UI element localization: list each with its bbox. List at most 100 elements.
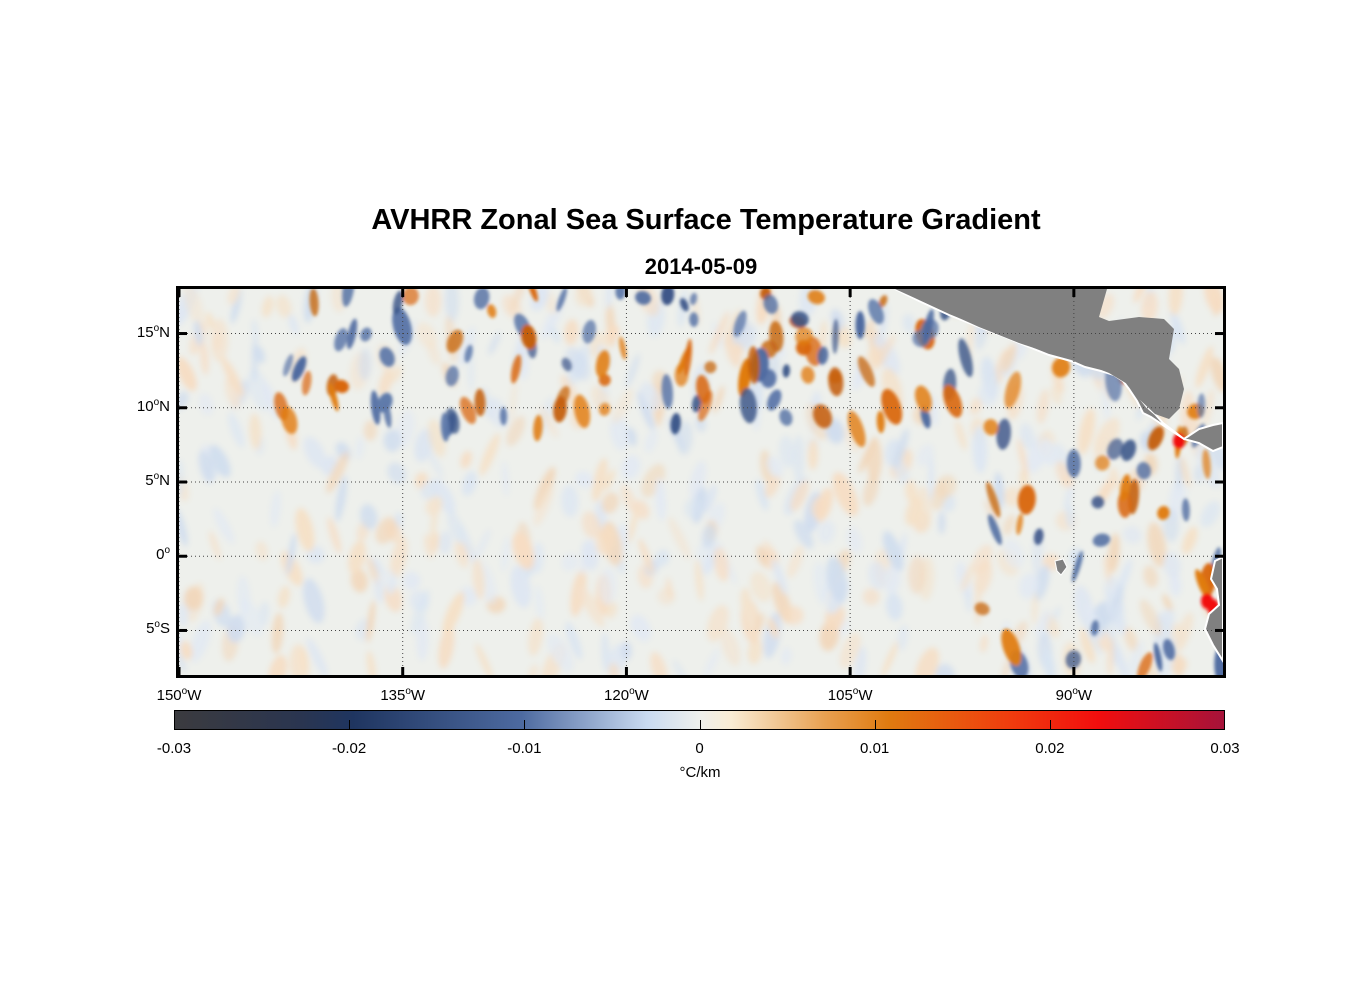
gradient-feature [1181,498,1190,522]
gradient-feature [402,289,419,306]
gradient-cell [402,571,421,590]
gradient-cell [644,429,658,453]
latitude-label: 10oN [136,396,170,415]
gradient-cell [270,490,281,528]
gradient-cell [766,456,784,478]
gradient-feature [392,307,413,346]
gradient-feature [1092,533,1111,547]
longitude-label: 105oW [827,686,873,704]
gradient-cell [931,480,948,511]
gradient-cell [506,416,526,447]
gradient-feature [582,319,597,344]
gradient-cell [253,345,266,364]
gradient-feature [698,390,713,422]
gradient-cell [905,497,923,526]
gradient-cell [472,558,485,600]
gradient-cell [366,650,377,675]
gradient-cell [1017,438,1029,478]
gradient-cell [383,429,402,452]
gradient-cell [228,412,245,448]
gradient-cell [704,484,717,513]
gradient-cell [1055,461,1074,489]
gradient-feature [573,394,591,429]
latitude-label: 5oN [145,471,170,489]
gradient-cell [221,357,244,397]
gradient-cell [205,312,215,329]
map-date-subtitle: 2014-05-09 [644,254,758,279]
gradient-feature [1016,513,1024,535]
gradient-cell [371,557,384,576]
gradient-feature [920,406,931,429]
gradient-cell [980,634,988,653]
gradient-cell [1147,522,1167,567]
gradient-cell [720,628,741,666]
gradient-feature [1153,642,1163,672]
gradient-cell [969,397,983,415]
gradient-cell [431,532,440,552]
gradient-feature [553,396,568,423]
gradient-cell [839,632,861,669]
latitude-label: 5oS [146,619,170,638]
gradient-cell [755,479,769,511]
gradient-cell [650,651,668,675]
gradient-cell [564,319,579,346]
gradient-feature [767,389,782,411]
gradient-feature [878,295,888,308]
longitude-label: 150oW [156,686,202,704]
gradient-feature [473,289,490,310]
gradient-cell [884,563,901,596]
gradient-cell [189,620,212,663]
gradient-cell [467,351,475,391]
gradient-cell [610,414,630,451]
gradient-cell [261,296,274,318]
gradient-cell [1133,289,1148,303]
gradient-cell [1082,618,1102,656]
gradient-cell [1039,439,1058,466]
gradient-cell [387,462,406,484]
gradient-feature [379,347,395,367]
gradient-feature [291,356,307,382]
gradient-cell [179,507,188,547]
gradient-feature [855,311,865,340]
gradient-cell [179,459,185,499]
gradient-feature [983,419,999,436]
gradient-feature [1195,569,1211,600]
gradient-cell [592,458,608,502]
gradient-cell [358,348,372,381]
gradient-cell [581,540,599,571]
gradient-cell [604,469,615,492]
gradient-cell [893,428,909,470]
gradient-cell [1033,565,1050,602]
gradient-cell [1108,533,1120,573]
gradient-feature [881,388,903,425]
gradient-cell [605,289,614,310]
gradient-cell [1019,423,1035,450]
gradient-cell [375,516,397,544]
gradient-feature [1066,449,1081,478]
gradient-cell [826,556,848,604]
latitude-label: 0o [156,545,170,564]
gradient-cell [462,471,477,496]
gradient-feature [763,294,778,314]
gradient-cell [832,472,859,517]
gradient-cell [578,585,605,628]
gradient-feature [689,292,698,306]
colorbar-tick-label: 0.02 [1035,740,1065,757]
gradient-cell [251,319,259,342]
gradient-cell [575,289,593,307]
gradient-cell [655,477,666,521]
gradient-cell [444,289,459,323]
gradient-feature [679,298,689,312]
colorbar-tick [524,720,526,729]
gradient-cell [672,659,689,675]
gradient-cell [1210,357,1223,393]
gradient-feature [1001,628,1022,666]
gradient-cell [1154,608,1175,646]
gradient-cell [1200,501,1221,528]
gradient-cell [416,617,429,661]
gradient-cell [793,519,814,549]
gradient-feature [769,320,784,352]
gradient-cell [1139,599,1162,637]
gradient-cell [862,588,880,606]
gradient-cell [210,318,229,362]
